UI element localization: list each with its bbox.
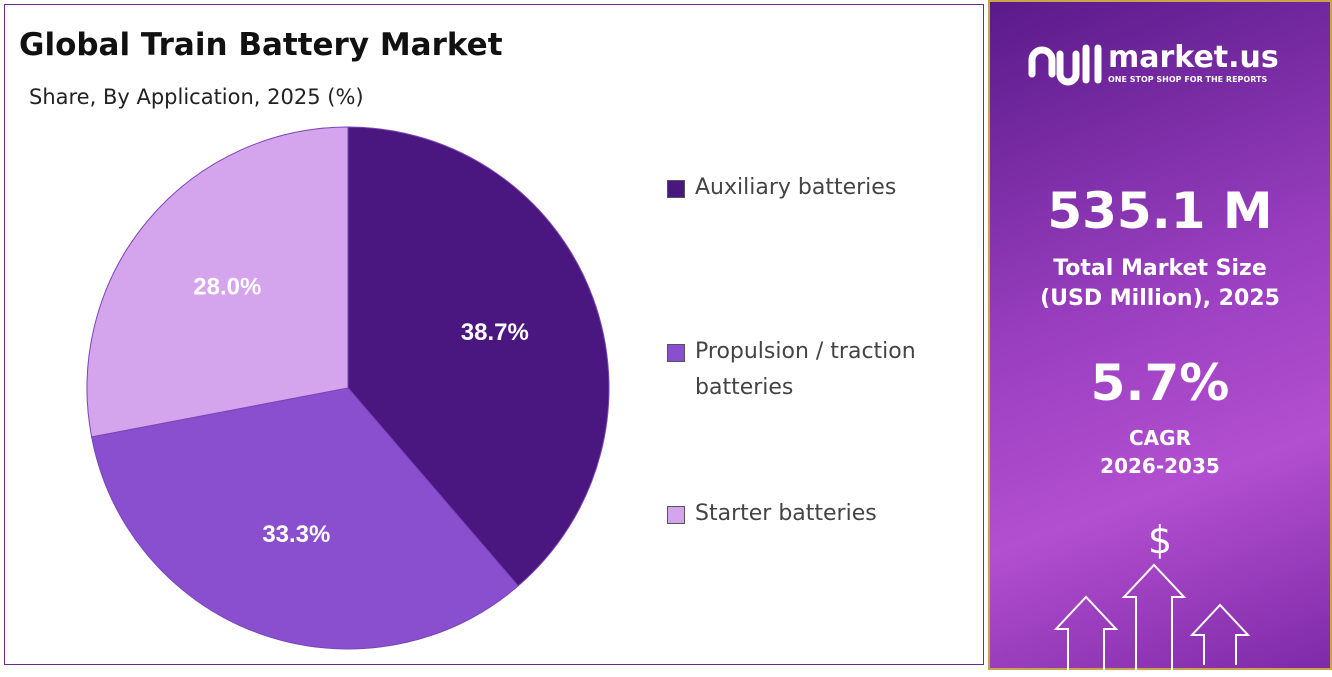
legend-swatch xyxy=(667,344,685,362)
legend-swatch xyxy=(667,506,685,524)
currency-icon: $ xyxy=(1147,518,1173,562)
pie-slice xyxy=(347,126,610,587)
cagr-value: 5.7% xyxy=(1090,354,1230,412)
pie-slice xyxy=(86,126,349,438)
growth-arrows xyxy=(1053,563,1251,677)
legend-label: Starter batteries xyxy=(695,501,877,526)
pie-chart: 38.7% 33.3% 28.0% xyxy=(86,126,610,650)
brand-name: market.us xyxy=(1108,40,1279,75)
market-size-label: Total Market Size (USD Million), 2025 xyxy=(1040,256,1280,311)
cagr-label: CAGR xyxy=(1129,426,1191,450)
legend-item: Auxiliary batteries xyxy=(667,170,967,206)
data-label: 33.3% xyxy=(262,521,330,548)
pie-slice xyxy=(91,387,519,650)
brand-tagline: ONE STOP SHOP FOR THE REPORTS xyxy=(1108,75,1268,84)
sidebar: market.us ONE STOP SHOP FOR THE REPORTS … xyxy=(988,0,1332,677)
legend-label: Propulsion / traction batteries xyxy=(695,339,916,400)
chart-panel: Global Train Battery Market Share, By Ap… xyxy=(4,4,984,665)
chart-subtitle: Share, By Application, 2025 (%) xyxy=(29,85,364,109)
market-size: 535.1 M xyxy=(1047,182,1273,240)
data-label: 38.7% xyxy=(461,319,529,346)
chart-title: Global Train Battery Market xyxy=(19,27,503,63)
brand-logo xyxy=(1028,44,1102,86)
legend-label: Auxiliary batteries xyxy=(695,175,897,200)
cagr-period: 2026-2035 xyxy=(1100,454,1220,478)
legend-item: Propulsion / traction batteries xyxy=(667,334,967,406)
data-label: 28.0% xyxy=(193,274,261,301)
legend-item: Starter batteries xyxy=(667,496,967,532)
legend-swatch xyxy=(667,180,685,198)
